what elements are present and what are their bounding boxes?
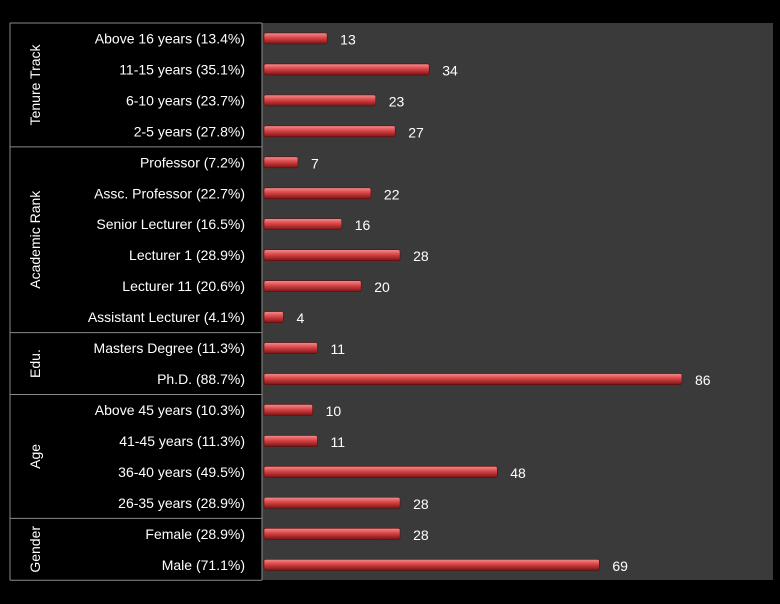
category-label: Lecturer 11 (20.6%) — [122, 278, 245, 294]
bar — [263, 528, 401, 540]
bar — [263, 497, 401, 509]
category-label: Senior Lecturer (16.5%) — [96, 216, 245, 232]
category-label: Assistant Lecturer (4.1%) — [88, 309, 245, 325]
category-label: Professor (7.2%) — [140, 154, 245, 170]
value-label: 28 — [413, 248, 429, 264]
category-label: Lecturer 1 (28.9%) — [129, 247, 245, 263]
category-label: 26-35 years (28.9%) — [118, 495, 245, 511]
plot-area — [262, 23, 773, 580]
category-label: Assc. Professor (22.7%) — [94, 185, 245, 201]
bar — [263, 63, 430, 76]
value-label: 28 — [413, 527, 429, 543]
category-label: Male (71.1%) — [162, 557, 245, 573]
value-label: 11 — [330, 341, 345, 357]
value-label: 7 — [311, 155, 319, 171]
group-label: Gender — [27, 526, 43, 573]
group-label: Edu. — [27, 349, 43, 378]
bar — [263, 94, 377, 107]
bar — [263, 404, 313, 416]
bar — [263, 435, 318, 447]
value-label: 86 — [695, 372, 711, 388]
category-label: 11-15 years (35.1%) — [119, 61, 245, 77]
value-label: 4 — [296, 310, 304, 326]
value-label: 10 — [326, 403, 342, 419]
value-label: 23 — [389, 93, 405, 109]
value-label: 13 — [340, 31, 356, 47]
category-label: 41-45 years (11.3%) — [119, 433, 245, 449]
group-label: Academic Rank — [27, 190, 43, 289]
bar — [263, 125, 396, 138]
value-label: 69 — [612, 558, 628, 574]
value-label: 28 — [413, 496, 429, 512]
value-label: 48 — [510, 465, 526, 481]
bar — [263, 373, 683, 385]
group-labels: Tenure Track Academic Rank Edu. Age Gender — [27, 43, 43, 572]
value-label: 11 — [330, 434, 345, 450]
bar — [263, 187, 372, 200]
bar — [263, 280, 362, 292]
bar — [263, 32, 328, 45]
category-label: 2-5 years (27.8%) — [134, 123, 245, 139]
value-label: 16 — [355, 217, 371, 233]
separators — [9, 22, 263, 581]
value-label: 27 — [408, 124, 424, 140]
category-label: Above 16 years (13.4%) — [95, 30, 245, 46]
value-label: 34 — [442, 62, 458, 78]
group-label: Age — [27, 444, 43, 469]
bar — [263, 311, 284, 323]
group-label: Tenure Track — [27, 43, 43, 125]
bar — [263, 249, 401, 261]
bar — [263, 218, 343, 231]
category-label: Ph.D. (88.7%) — [157, 371, 245, 387]
category-label: Female (28.9%) — [145, 526, 245, 542]
bar — [263, 558, 600, 571]
category-label: Above 45 years (10.3%) — [95, 402, 245, 418]
category-label: Masters Degree (11.3%) — [94, 340, 245, 356]
category-label: 6-10 years (23.7%) — [126, 92, 245, 108]
category-label: 36-40 years (49.5%) — [118, 464, 245, 480]
bar — [263, 466, 498, 478]
value-label: 20 — [374, 279, 390, 295]
category-labels: Above 16 years (13.4%) 11-15 years (35.1%… — [88, 30, 245, 572]
bar — [263, 156, 299, 169]
value-label: 22 — [384, 186, 400, 202]
bars — [263, 32, 683, 571]
bar — [263, 342, 318, 354]
